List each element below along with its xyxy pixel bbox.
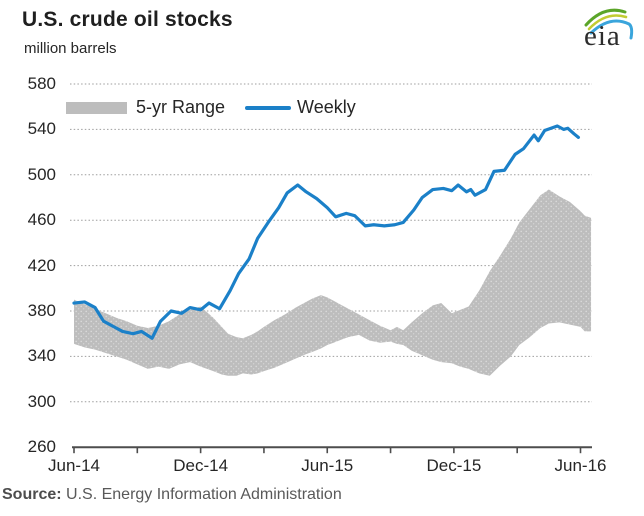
y-tick-label-420: 420 (27, 255, 56, 275)
x-tick-label-Jun-16: Jun-16 (554, 456, 607, 475)
x-tick-label-Jun-15: Jun-15 (301, 456, 354, 475)
five-year-range-band (74, 189, 592, 376)
x-tick-label-Jun-14: Jun-14 (48, 456, 100, 475)
eia-logo: eia (580, 4, 636, 58)
x-tick-label-Dec-14: Dec-14 (173, 456, 229, 475)
range-legend-label: 5-yr Range (136, 97, 226, 117)
weekly-legend-line (245, 105, 292, 110)
eia-logo-text: eia (584, 20, 621, 52)
y-tick-label-300: 300 (27, 391, 56, 411)
source-prefix: Source: (2, 486, 62, 503)
range-legend-swatch (66, 101, 127, 114)
legend: 5-yr Range Weekly (66, 97, 356, 118)
source-text: U.S. Energy Information Administration (66, 486, 342, 503)
chart-units-label: million barrels (24, 40, 117, 57)
weekly-series-line (72, 124, 580, 340)
y-tick-label-340: 340 (27, 346, 56, 366)
y-tick-label-460: 460 (27, 210, 56, 230)
x-axis (72, 446, 592, 454)
source-note: Source: U.S. Energy Information Administ… (2, 486, 342, 504)
y-tick-label-500: 500 (27, 164, 56, 184)
logo-green-arc (584, 8, 627, 27)
chart-title: U.S. crude oil stocks (22, 8, 233, 31)
y-tick-label-380: 380 (27, 301, 56, 320)
y-tick-label-540: 540 (27, 119, 56, 139)
y-tick-label-580: 580 (27, 74, 56, 93)
x-tick-label-Dec-15: Dec-15 (426, 456, 482, 475)
weekly-legend-label: Weekly (297, 97, 356, 117)
logo-blue-arc (589, 19, 634, 40)
y-tick-label-260: 260 (27, 437, 56, 457)
eia-logo-arcs (584, 8, 634, 40)
logo-yellow-arc (587, 14, 628, 31)
